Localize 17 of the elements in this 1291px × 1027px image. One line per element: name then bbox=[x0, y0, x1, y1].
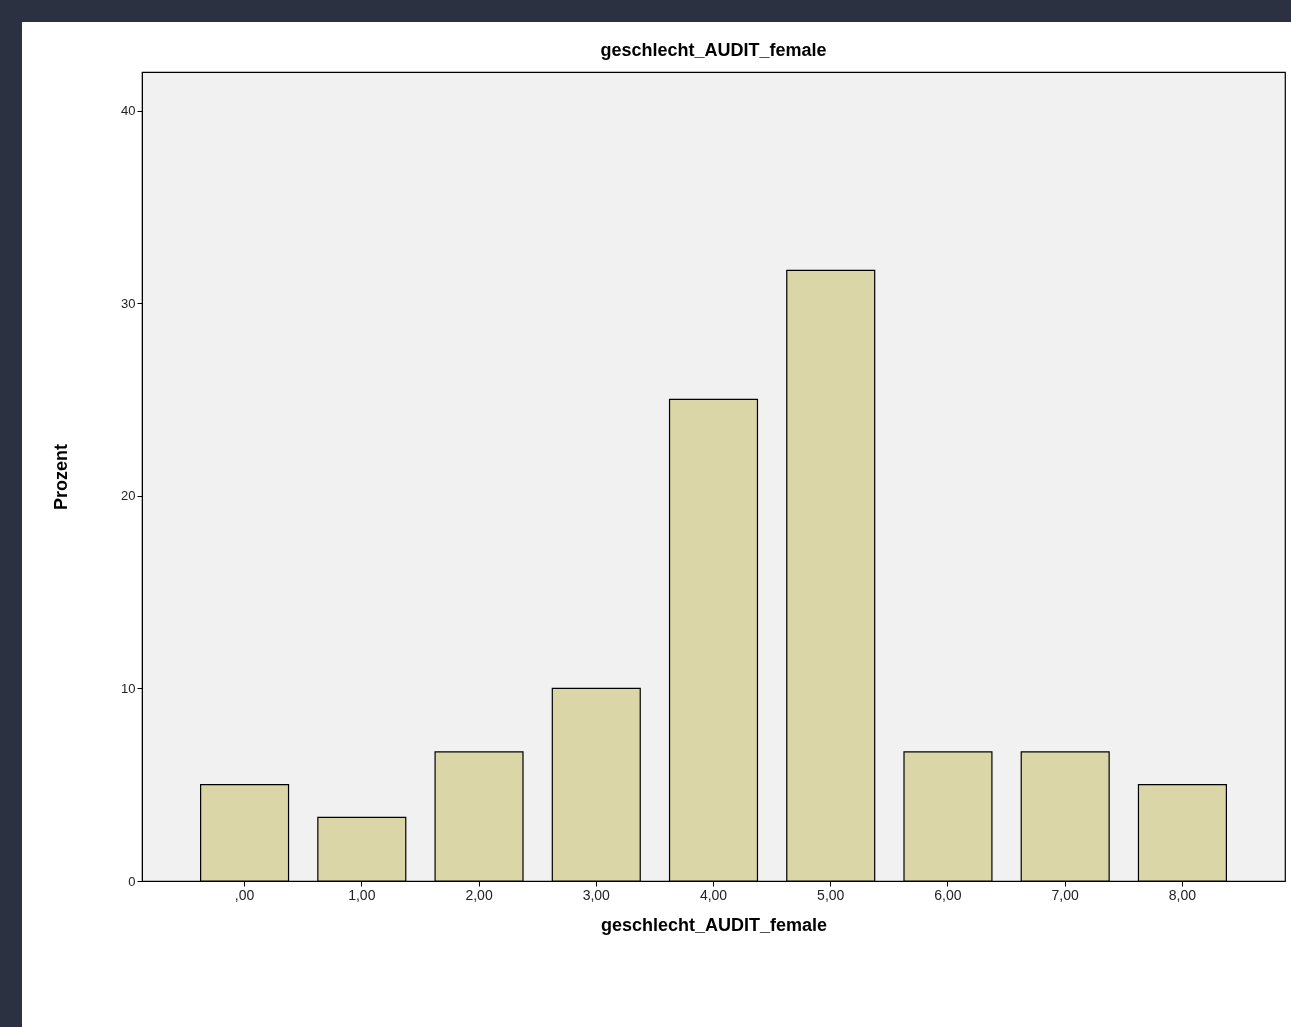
x-tick-label: 4,00 bbox=[699, 886, 728, 903]
x-tick-label: 7,00 bbox=[1051, 886, 1080, 903]
x-tick-label: 1,00 bbox=[348, 886, 376, 903]
y-tick-label: 20 bbox=[121, 488, 136, 504]
y-tick-label: 40 bbox=[121, 103, 136, 119]
y-tick-label: 10 bbox=[121, 680, 136, 696]
x-tick-label: 2,00 bbox=[465, 886, 493, 903]
x-tick-label: 5,00 bbox=[817, 886, 845, 903]
x-axis-title: geschlecht_AUDIT_female bbox=[600, 914, 828, 935]
x-tick-label: 3,00 bbox=[582, 886, 611, 903]
chart-title: geschlecht_AUDIT_female bbox=[600, 40, 827, 60]
x-tick-label: 6,00 bbox=[934, 886, 962, 903]
y-tick-label: 30 bbox=[121, 295, 136, 311]
x-tick-label: 8,00 bbox=[1168, 886, 1197, 903]
y-tick-label: 0 bbox=[128, 873, 136, 889]
y-axis-title: Prozent bbox=[51, 443, 72, 511]
x-tick-label: ,00 bbox=[234, 886, 255, 903]
